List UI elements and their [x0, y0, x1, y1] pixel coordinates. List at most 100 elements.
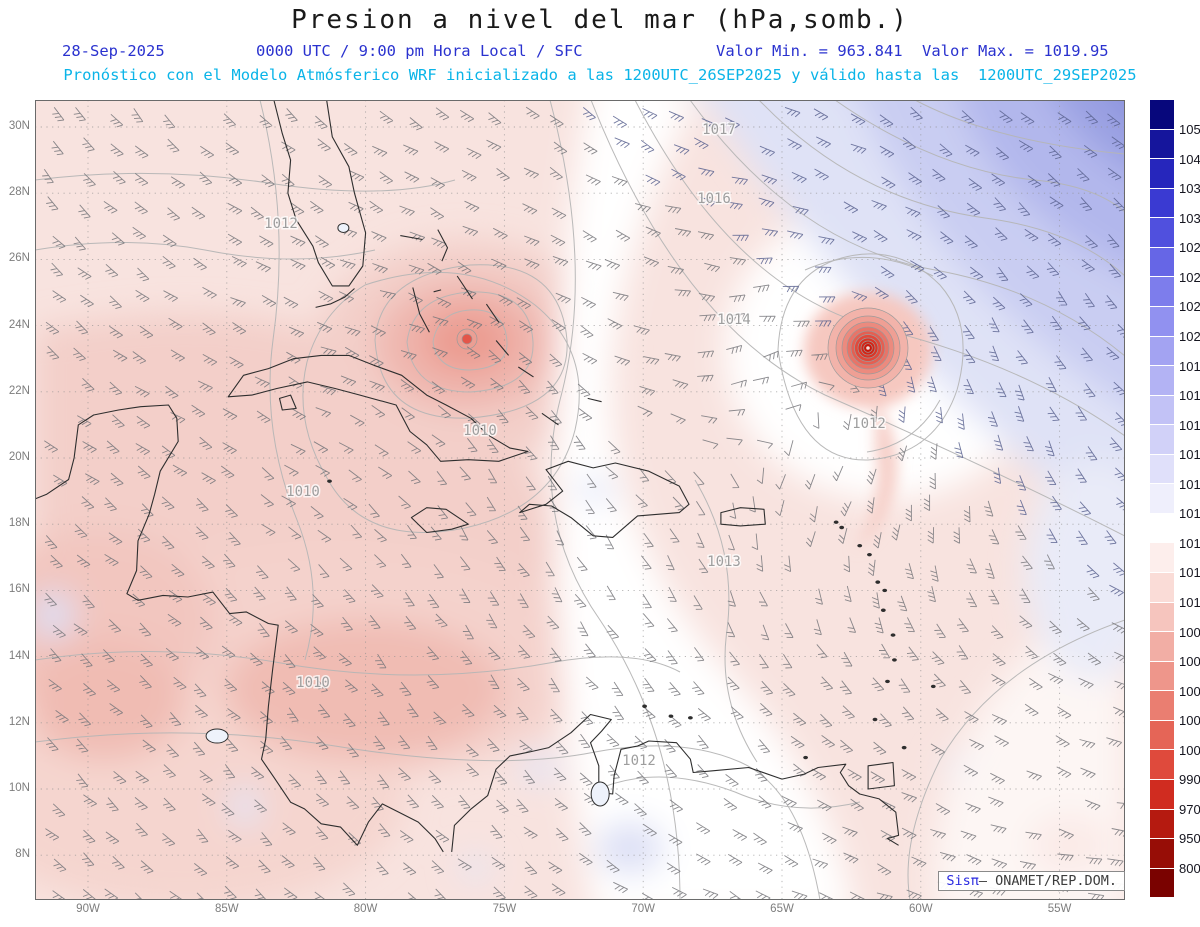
colorbar-cell	[1150, 129, 1174, 160]
colorbar-label: 1012	[1179, 565, 1200, 581]
lon-label: 75W	[492, 903, 517, 915]
colorbar-label: 1010	[1179, 594, 1200, 610]
lon-label: 85W	[214, 903, 239, 915]
colorbar-label: 970	[1179, 801, 1200, 817]
contour-label: 1010	[463, 423, 497, 439]
colorbar-label: 1018	[1179, 388, 1200, 404]
colorbar-cell	[1150, 839, 1174, 869]
colorbar-label: 1050	[1179, 122, 1200, 138]
watermark-brand: Sisπ	[946, 873, 979, 889]
colorbar-cell	[1150, 750, 1174, 780]
colorbar-cell	[1150, 809, 1174, 840]
min-value-label: Valor Min. = 963.841	[716, 42, 903, 60]
lat-label: 20N	[8, 451, 30, 463]
colorbar-cell	[1150, 691, 1174, 721]
lat-label: 8N	[15, 848, 30, 861]
colorbar-label: 1022	[1179, 299, 1200, 315]
contour-label: 1010	[286, 484, 320, 500]
watermark: Sisπ– ONAMET/REP.DOM.	[938, 871, 1125, 891]
colorbar-cell	[1150, 484, 1174, 514]
colorbar-label: 1004	[1179, 683, 1200, 699]
colorbar-cell	[1150, 543, 1174, 573]
colorbar-cell	[1150, 425, 1174, 455]
contour-label: 1012	[622, 753, 656, 769]
lon-label: 60W	[908, 903, 933, 915]
colorbar-label: 1016	[1179, 447, 1200, 463]
lon-label: 80W	[353, 903, 378, 915]
colorbar-cell	[1150, 277, 1174, 307]
contour-label: 1012	[264, 216, 298, 232]
colorbar-cell	[1150, 720, 1174, 751]
lat-label: 16N	[8, 583, 30, 596]
colorbar-cell	[1150, 100, 1174, 130]
lat-label: 12N	[8, 715, 30, 728]
lon-label: 90W	[76, 903, 100, 915]
colorbar-cell	[1150, 366, 1174, 396]
colorbar-cell	[1150, 602, 1174, 633]
colorbar-label: 1035	[1179, 181, 1200, 197]
colorbar-label: 1008	[1179, 624, 1200, 640]
pressure-map: 1012 1017 1016 1014 1012 1010 1010 1013 1010 1012	[35, 100, 1125, 900]
latlon-grid	[35, 100, 1125, 900]
max-value-label: Valor Max. = 1019.95	[922, 42, 1109, 60]
colorbar-cell	[1150, 661, 1174, 692]
contour-label: 1016	[697, 191, 731, 207]
colorbar-label: 990	[1179, 772, 1200, 788]
colorbar-label: 1006	[1179, 654, 1200, 670]
colorbar-label: 950	[1179, 831, 1200, 847]
colorbar-label: 1002	[1179, 713, 1200, 729]
colorbar-cell	[1150, 306, 1174, 337]
lat-label: 26N	[8, 252, 30, 265]
watermark-text: – ONAMET/REP.DOM.	[978, 873, 1117, 889]
contour-label: 1014	[717, 312, 751, 328]
map-frame	[35, 100, 1125, 900]
lat-label: 10N	[8, 782, 30, 794]
colorbar-cell	[1150, 779, 1174, 810]
contour-label: 1017	[702, 122, 736, 138]
colorbar-label: 1017	[1179, 417, 1200, 433]
colorbar-label: 800	[1179, 860, 1200, 876]
contour-label: 1010	[296, 675, 330, 691]
lon-label: 55W	[1047, 903, 1072, 915]
colorbar-cell	[1150, 395, 1174, 426]
colorbar-label: 1019	[1179, 358, 1200, 374]
secondary-low-symbol	[456, 328, 478, 350]
colorbar-cell	[1150, 336, 1174, 367]
colorbar-label: 1030	[1179, 210, 1200, 226]
colorbar-cell	[1150, 454, 1174, 485]
colorbar-cell	[1150, 632, 1174, 662]
model-info-line: Pronóstico con el Modelo Atmósferico WRF…	[63, 66, 1137, 84]
lat-label: 30N	[8, 120, 30, 132]
hurricane-symbol	[827, 307, 909, 389]
lat-label: 14N	[8, 649, 30, 662]
lon-label: 65W	[770, 903, 794, 915]
colorbar-label: 1014	[1179, 506, 1200, 522]
colorbar-cell	[1150, 868, 1174, 899]
page-title: Presion a nivel del mar (hPa,somb.)	[291, 5, 909, 35]
forecast-date: 28-Sep-2025	[62, 42, 165, 60]
colorbar-label: 1013	[1179, 535, 1200, 551]
coastlines	[35, 100, 936, 853]
lon-label: 70W	[631, 903, 656, 915]
colorbar-cell	[1150, 188, 1174, 219]
contour-label-layer: 1012 1017 1016 1014 1012 1010 1010 1013 1010 1012	[263, 121, 888, 771]
colorbar-cell	[1150, 513, 1174, 544]
colorbar	[1150, 100, 1174, 899]
lat-label: 22N	[8, 384, 30, 397]
colorbar-cell	[1150, 573, 1174, 603]
lat-label: 24N	[8, 318, 30, 331]
colorbar-label: 1025	[1179, 269, 1200, 285]
contour-label: 1012	[852, 416, 886, 432]
lat-label: 28N	[8, 186, 30, 199]
valid-time: 0000 UTC / 9:00 pm Hora Local / SFC	[256, 42, 583, 60]
colorbar-label: 1000	[1179, 742, 1200, 758]
colorbar-cell	[1150, 159, 1174, 189]
colorbar-label: 1040	[1179, 151, 1200, 167]
lat-label: 18N	[8, 517, 30, 530]
colorbar-cell	[1150, 247, 1174, 278]
contour-label: 1013	[707, 554, 741, 570]
colorbar-cell	[1150, 218, 1174, 248]
colorbar-label: 1020	[1179, 328, 1200, 344]
colorbar-label: 1028	[1179, 240, 1200, 256]
